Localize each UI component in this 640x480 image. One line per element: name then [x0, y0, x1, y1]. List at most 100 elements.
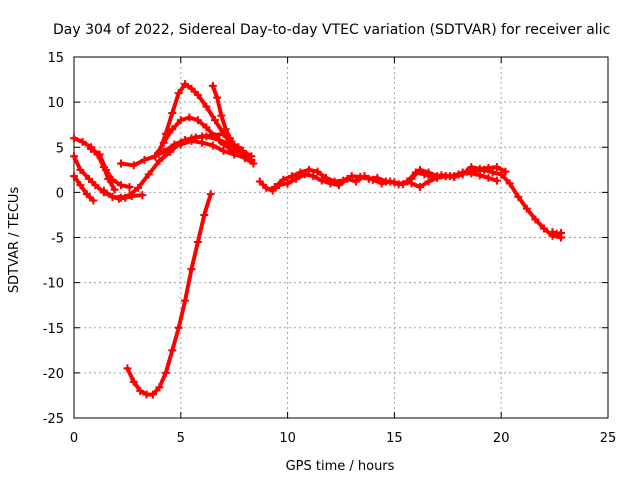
data-point: [208, 141, 217, 150]
data-point: [116, 193, 125, 202]
data-point: [441, 172, 450, 181]
series-markers-trace-15: [548, 228, 566, 238]
data-point: [185, 113, 194, 122]
data-point: [181, 296, 190, 305]
series-markers-trace-14: [407, 168, 501, 191]
chart-title: Day 304 of 2022, Sidereal Day-to-day VTE…: [53, 22, 610, 38]
data-point: [70, 134, 78, 143]
data-point: [539, 224, 548, 233]
plot-frame: [73, 56, 609, 419]
data-point: [339, 176, 348, 185]
data-point: [151, 152, 160, 161]
x-tick-label: 25: [600, 431, 617, 446]
data-point: [129, 161, 138, 170]
data-point: [134, 183, 143, 192]
x-axis-title: GPS time / hours: [286, 459, 395, 474]
data-point: [484, 164, 493, 173]
y-tick-label: -5: [51, 232, 64, 247]
data-point: [102, 165, 111, 174]
data-point: [225, 134, 234, 143]
series-line-trace-9: [210, 83, 254, 162]
data-point: [424, 177, 433, 186]
data-point: [149, 390, 158, 399]
x-tick-label: 5: [177, 431, 185, 446]
data-point: [176, 116, 185, 125]
data-point: [240, 153, 249, 162]
data-point: [390, 178, 399, 187]
data-point: [219, 146, 228, 155]
data-point: [198, 138, 207, 147]
data-point: [255, 177, 264, 186]
data-point: [557, 228, 566, 237]
data-point: [210, 116, 219, 125]
data-point: [76, 165, 85, 174]
series-line-trace-11: [125, 192, 213, 397]
series-group: [70, 80, 566, 399]
data-point: [287, 172, 296, 181]
data-point: [110, 185, 119, 194]
data-point: [501, 167, 510, 176]
data-point: [433, 173, 442, 182]
data-point: [123, 364, 132, 373]
data-point: [364, 174, 373, 183]
data-point: [234, 143, 243, 152]
data-point: [309, 172, 318, 181]
data-point: [347, 172, 356, 181]
data-point: [155, 156, 164, 165]
data-point: [217, 111, 226, 120]
data-point: [206, 190, 215, 199]
data-point: [381, 177, 390, 186]
data-point: [488, 168, 497, 177]
data-point: [270, 182, 279, 191]
data-point: [373, 173, 382, 182]
y-tick-label: -10: [43, 277, 64, 292]
data-point: [125, 182, 134, 191]
data-point: [91, 181, 100, 190]
data-point: [129, 377, 138, 386]
series-markers-trace-11: [123, 190, 215, 399]
data-point: [78, 137, 87, 146]
series-line-trace-2: [72, 174, 96, 203]
y-tick-label: 0: [56, 186, 64, 201]
data-point: [407, 179, 416, 188]
data-point: [230, 140, 239, 149]
data-point: [161, 368, 170, 377]
data-point: [144, 170, 153, 179]
data-point: [202, 102, 211, 111]
data-point: [193, 238, 202, 247]
data-point: [548, 228, 557, 237]
data-point: [138, 191, 147, 200]
x-tick-label: 10: [279, 431, 296, 446]
data-point: [87, 145, 96, 154]
data-point: [221, 125, 230, 134]
data-point: [531, 215, 540, 224]
data-point: [161, 129, 170, 138]
data-point: [296, 168, 305, 177]
data-point: [200, 210, 209, 219]
data-point: [168, 125, 177, 134]
y-tick-label: 5: [56, 141, 64, 156]
series-markers-trace-10: [176, 136, 249, 162]
y-tick-label: 15: [47, 51, 64, 66]
series-line-trace-13: [272, 165, 508, 189]
data-point: [193, 116, 202, 125]
data-point: [322, 173, 331, 182]
data-point: [202, 123, 211, 132]
data-point: [174, 89, 183, 98]
data-point: [174, 323, 183, 332]
data-point: [467, 169, 476, 178]
data-point: [450, 172, 459, 181]
data-point: [522, 204, 531, 213]
data-point: [213, 93, 222, 102]
data-point: [155, 147, 164, 156]
data-point: [317, 176, 326, 185]
data-point: [76, 181, 85, 190]
y-tick-label: -25: [43, 412, 64, 427]
y-tick-label: -15: [43, 322, 64, 337]
data-point: [70, 152, 78, 161]
data-point: [155, 383, 164, 392]
data-point: [492, 176, 501, 185]
x-tick-label: 15: [386, 431, 403, 446]
data-point: [125, 191, 134, 200]
